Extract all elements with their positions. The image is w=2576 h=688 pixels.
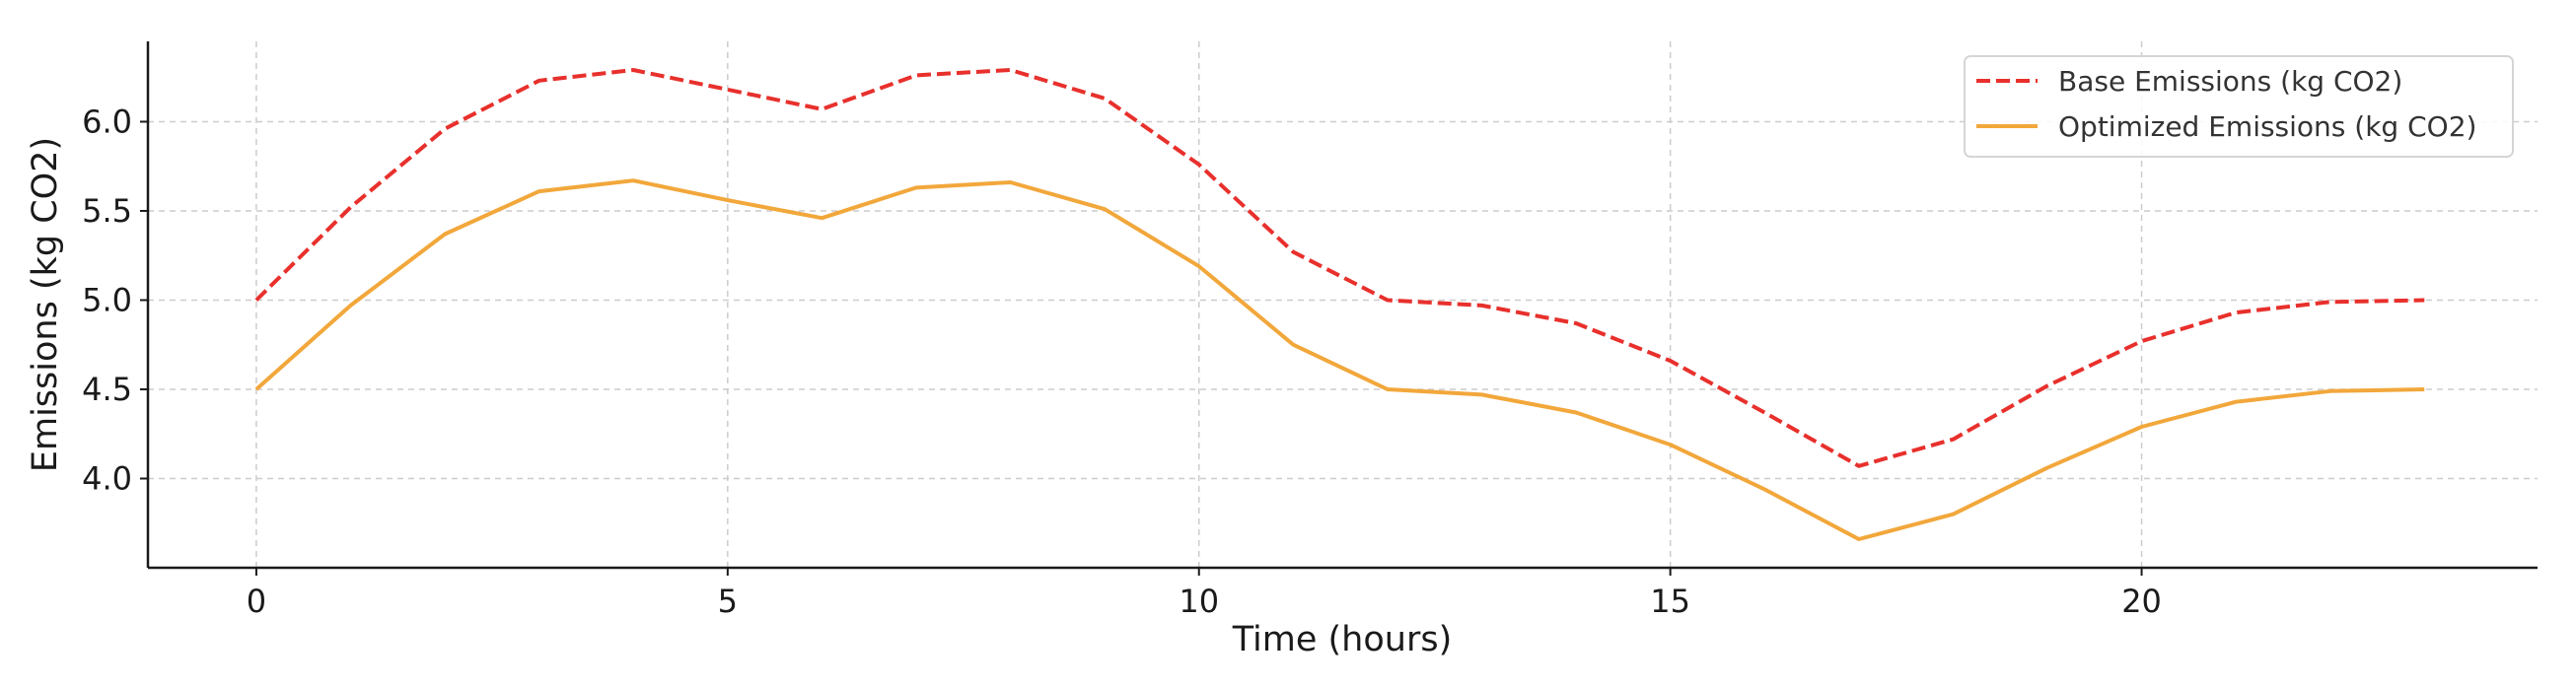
x-tick-label: 10 xyxy=(1179,583,1219,620)
x-ticks: 0 5 10 15 20 xyxy=(247,568,2162,620)
legend-label-optimized: Optimized Emissions (kg CO2) xyxy=(2058,110,2476,143)
y-tick-label: 4.5 xyxy=(82,371,132,408)
grid-lines xyxy=(148,41,2538,568)
series-lines xyxy=(254,68,2425,541)
x-tick-label: 5 xyxy=(718,583,738,620)
optimized-emissions-line xyxy=(254,178,2425,541)
x-tick-label: 20 xyxy=(2121,583,2162,620)
legend: Base Emissions (kg CO2) Optimized Emissi… xyxy=(1964,55,2514,158)
y-tick-label: 4.0 xyxy=(82,459,132,497)
y-tick-label: 5.0 xyxy=(82,281,132,318)
axes xyxy=(146,41,2538,570)
legend-frame xyxy=(1964,55,2514,158)
y-tick-label: 6.0 xyxy=(82,103,132,140)
x-axis-label: Time (hours) xyxy=(1232,620,1453,659)
base-emissions-line xyxy=(254,68,2425,468)
y-tick-label: 5.5 xyxy=(82,192,132,230)
legend-label-base: Base Emissions (kg CO2) xyxy=(2058,65,2402,98)
x-tick-label: 15 xyxy=(1650,583,1690,620)
x-tick-label: 0 xyxy=(247,583,266,620)
y-ticks: 4.0 4.5 5.0 5.5 6.0 xyxy=(82,103,148,497)
y-axis-label: Emissions (kg CO2) xyxy=(26,137,65,472)
